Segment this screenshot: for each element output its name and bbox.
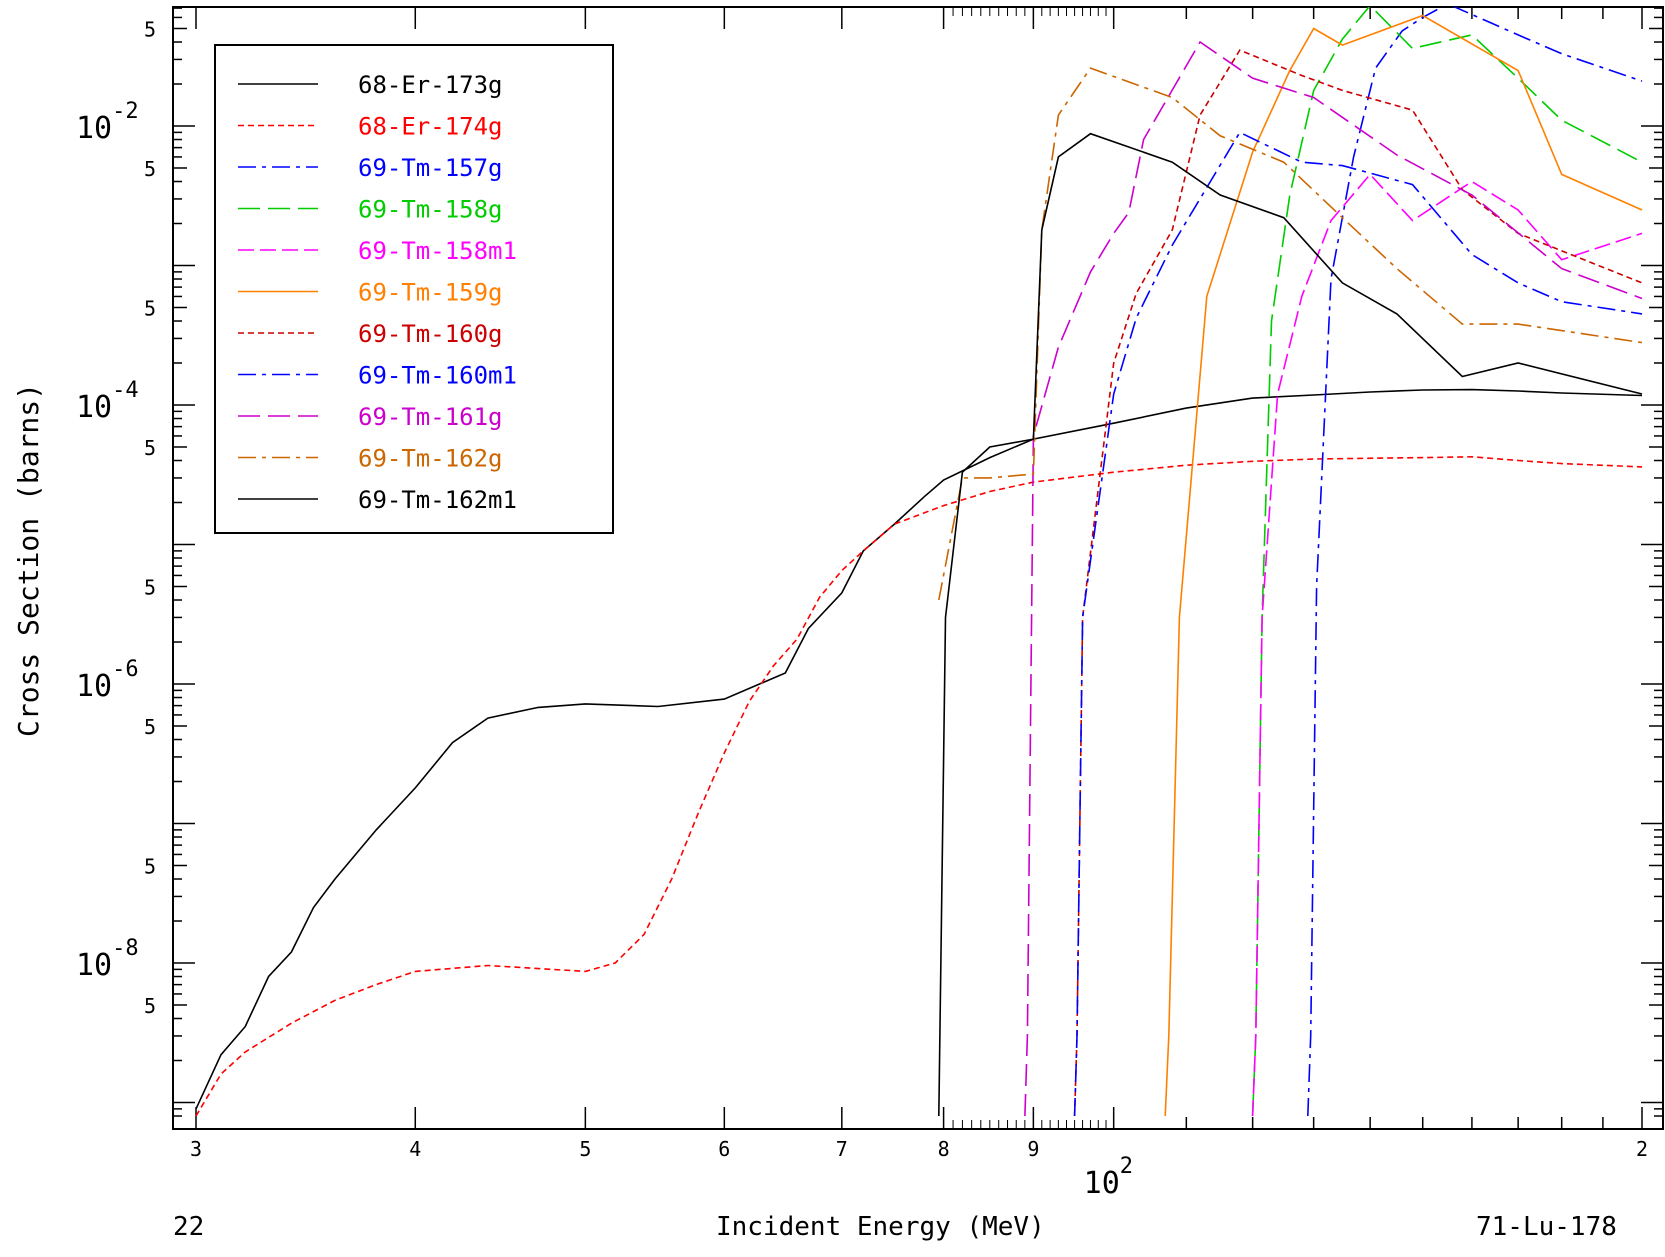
x-tick-label: 5 [579, 1137, 591, 1161]
y-tick-label: 5 [144, 994, 156, 1018]
series-line-69-tm-160g [1073, 49, 1643, 1117]
y-tick-label: 5 [144, 157, 156, 181]
x-tick-label: 6 [718, 1137, 730, 1161]
series-line-69-tm-161g [1024, 40, 1643, 1117]
legend-label: 69-Tm-159g [358, 279, 503, 307]
y-axis-label: Cross Section (barns) [12, 383, 45, 737]
legend-label: 68-Er-173g [358, 71, 503, 99]
x-axis-label: Incident Energy (MeV) [716, 1212, 1045, 1242]
plot-frame [172, 6, 1664, 1130]
series-line-69-tm-158m1 [1251, 173, 1643, 1117]
x-tick-label: 4 [409, 1137, 421, 1161]
y-tick-label: 5 [144, 575, 156, 599]
x-tick-label: 7 [836, 1137, 848, 1161]
x-tick-label: 2 [1636, 1137, 1648, 1161]
y-decade-label: 10-4 [76, 378, 139, 425]
footer-left: 22 [173, 1212, 205, 1242]
legend-label: 69-Tm-162m1 [358, 486, 517, 514]
y-decade-label: 10-2 [76, 99, 139, 146]
y-tick-label: 5 [144, 17, 156, 41]
y-tick-label: 5 [144, 854, 156, 878]
series-line-68-er-173g [195, 388, 1643, 1110]
x-tick-label: 8 [938, 1137, 950, 1161]
y-decade-label: 10-8 [76, 936, 139, 983]
y-tick-label: 5 [144, 296, 156, 320]
series-line-68-er-174g [195, 455, 1643, 1117]
series-line-69-tm-158g [1251, 7, 1643, 1117]
legend-label: 69-Tm-161g [358, 403, 503, 431]
x-decade-label: 102 [1084, 1154, 1133, 1201]
legend-label: 69-Tm-160g [358, 320, 503, 348]
legend-label: 69-Tm-162g [358, 445, 503, 473]
x-tick-label: 9 [1027, 1137, 1039, 1161]
legend-label: 68-Er-174g [358, 113, 503, 141]
series-line-69-tm-162g [938, 67, 1643, 601]
series-line-69-tm-159g [1164, 14, 1643, 1117]
series-line-69-tm-160m1 [1073, 131, 1643, 1117]
legend-box [214, 44, 614, 534]
series-line-69-tm-162m1 [938, 132, 1643, 1117]
legend-label: 69-Tm-160m1 [358, 362, 517, 390]
y-tick-label: 5 [144, 436, 156, 460]
x-tick-label: 3 [190, 1137, 202, 1161]
legend-label: 69-Tm-158g [358, 196, 503, 224]
legend-label: 69-Tm-158m1 [358, 237, 517, 265]
footer-right: 71-Lu-178 [1476, 1212, 1617, 1242]
y-decade-label: 10-6 [76, 657, 139, 704]
legend: 68-Er-173g 68-Er-174g 69-Tm-157g 69-Tm-158g… [214, 44, 614, 534]
series-group [195, 7, 1643, 1117]
y-tick-label: 5 [144, 715, 156, 739]
legend-label: 69-Tm-157g [358, 154, 503, 182]
series-line-69-tm-157g [1307, 7, 1643, 1117]
